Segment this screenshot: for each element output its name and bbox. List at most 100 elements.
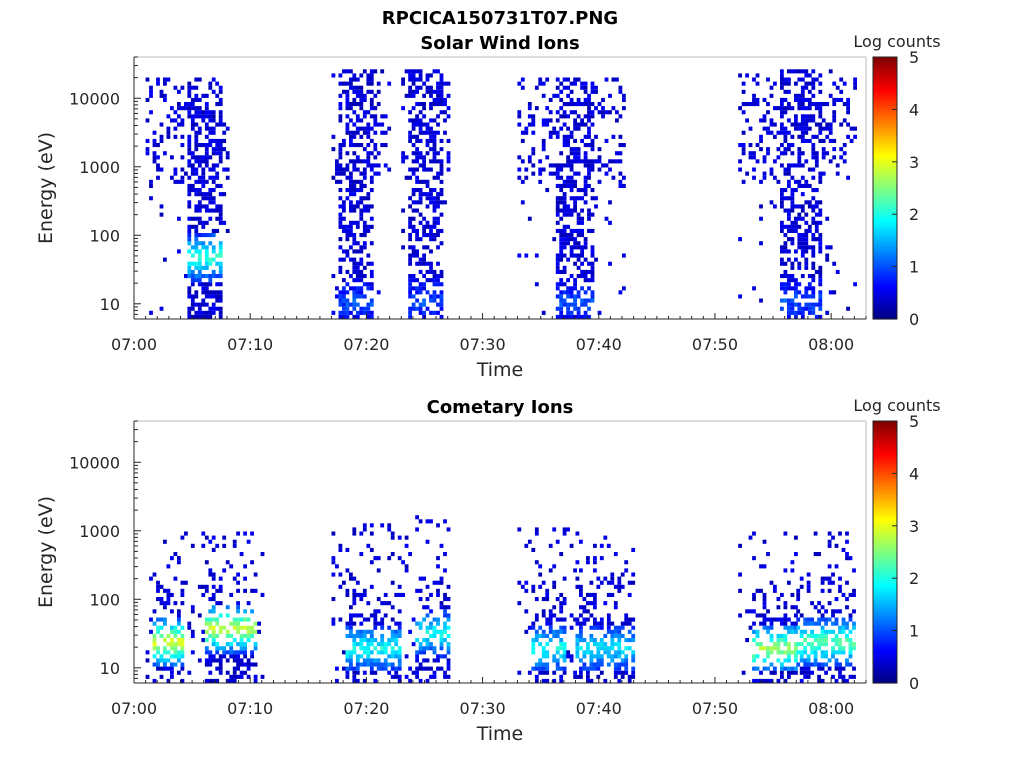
spectrogram-cell [369, 298, 374, 303]
spectrogram-cell [362, 130, 367, 135]
spectrogram-cell [804, 286, 809, 291]
spectrogram-cell [211, 547, 216, 552]
spectrogram-cell [397, 654, 402, 659]
spectrogram-cell [222, 147, 227, 152]
spectrogram-cell [194, 106, 199, 111]
spectrogram-cell [352, 102, 357, 107]
spectrogram-cell [194, 143, 199, 148]
spectrogram-cell [415, 674, 419, 679]
spectrogram-cell [180, 155, 185, 160]
spectrogram-cell [559, 188, 564, 193]
spectrogram-cell [156, 646, 160, 651]
colorbar-swatch [873, 562, 897, 566]
spectrogram-cell [794, 69, 798, 74]
spectrogram-cell [373, 617, 378, 622]
spectrogram-cell [613, 654, 618, 659]
spectrogram-cell [531, 118, 536, 123]
spectrogram-cell [780, 257, 784, 262]
spectrogram-cell [797, 290, 802, 295]
x-tick-label: 07:20 [343, 335, 389, 354]
spectrogram-cell [773, 617, 777, 622]
spectrogram-cell [352, 286, 357, 291]
spectrogram-cell [559, 638, 564, 643]
spectrogram-cell [832, 118, 837, 123]
y-tick-label: 10 [100, 295, 120, 314]
spectrogram-cell [794, 646, 798, 651]
spectrogram-cell [432, 274, 437, 279]
spectrogram-cell [803, 650, 808, 655]
spectrogram-cell [260, 552, 265, 557]
spectrogram-cell [541, 138, 546, 143]
spectrogram-cell [436, 580, 440, 585]
spectrogram-cell [184, 580, 188, 585]
spectrogram-cell [201, 245, 206, 250]
spectrogram-cell [418, 310, 423, 315]
spectrogram-cell [187, 233, 192, 238]
spectrogram-cell [232, 650, 237, 655]
spectrogram-cell [338, 179, 343, 184]
spectrogram-cell [807, 302, 812, 307]
spectrogram-cell [759, 147, 763, 152]
spectrogram-cell [362, 228, 367, 233]
spectrogram-cell [159, 138, 164, 143]
colorbar-swatch [873, 237, 897, 241]
spectrogram-cell [215, 93, 220, 98]
spectrogram-cell [814, 122, 819, 127]
spectrogram-cell [429, 646, 433, 651]
spectrogram-cell [404, 568, 409, 573]
spectrogram-cell [349, 257, 353, 262]
spectrogram-cell [576, 314, 581, 319]
spectrogram-cell [745, 102, 749, 107]
colorbar-tick-label: 0 [909, 674, 919, 693]
spectrogram-cell [524, 609, 529, 614]
spectrogram-cell [587, 286, 591, 291]
spectrogram-cell [425, 605, 430, 610]
spectrogram-cell [824, 642, 828, 647]
spectrogram-cell [527, 670, 532, 675]
spectrogram-cell [824, 609, 828, 614]
spectrogram-cell [197, 282, 202, 287]
spectrogram-cell [762, 126, 767, 131]
spectrogram-cell [397, 678, 402, 683]
colorbar-swatch [873, 282, 897, 286]
spectrogram-cell [429, 126, 433, 131]
spectrogram-cell [208, 617, 213, 622]
spectrogram-cell [587, 106, 591, 111]
spectrogram-cell [825, 102, 830, 107]
spectrogram-cell [824, 638, 828, 643]
spectrogram-cell [418, 188, 423, 193]
spectrogram-cell [587, 126, 591, 131]
spectrogram-cell [580, 314, 584, 319]
spectrogram-cell [352, 188, 357, 193]
spectrogram-cell [352, 208, 357, 213]
spectrogram-cell [422, 192, 426, 197]
spectrogram-cell [401, 151, 405, 156]
spectrogram-cell [582, 621, 587, 626]
spectrogram-cell [587, 134, 591, 139]
spectrogram-cell [552, 237, 557, 242]
spectrogram-cell [566, 294, 570, 299]
spectrogram-cell [766, 552, 770, 557]
spectrogram-cell [825, 245, 830, 250]
spectrogram-cell [800, 89, 805, 94]
spectrogram-cell [436, 564, 440, 569]
spectrogram-cell [408, 196, 412, 201]
spectrogram-cell [579, 584, 583, 589]
spectrogram-cell [797, 241, 802, 246]
spectrogram-cell [222, 646, 227, 651]
spectrogram-cell [817, 609, 821, 614]
spectrogram-cell [422, 155, 426, 160]
spectrogram-cell [425, 122, 430, 127]
spectrogram-cell [422, 576, 426, 581]
spectrogram-cell [429, 147, 433, 152]
spectrogram-cell [527, 539, 532, 544]
spectrogram-cell [232, 621, 237, 626]
spectrogram-cell [617, 588, 622, 593]
spectrogram-cell [159, 597, 164, 602]
colorbar-swatch [873, 77, 897, 82]
spectrogram-cell [338, 245, 343, 250]
spectrogram-cell [594, 134, 598, 139]
spectrogram-cell [790, 274, 795, 279]
spectrogram-cell [566, 237, 570, 242]
x-axis-label: Time [476, 359, 524, 381]
